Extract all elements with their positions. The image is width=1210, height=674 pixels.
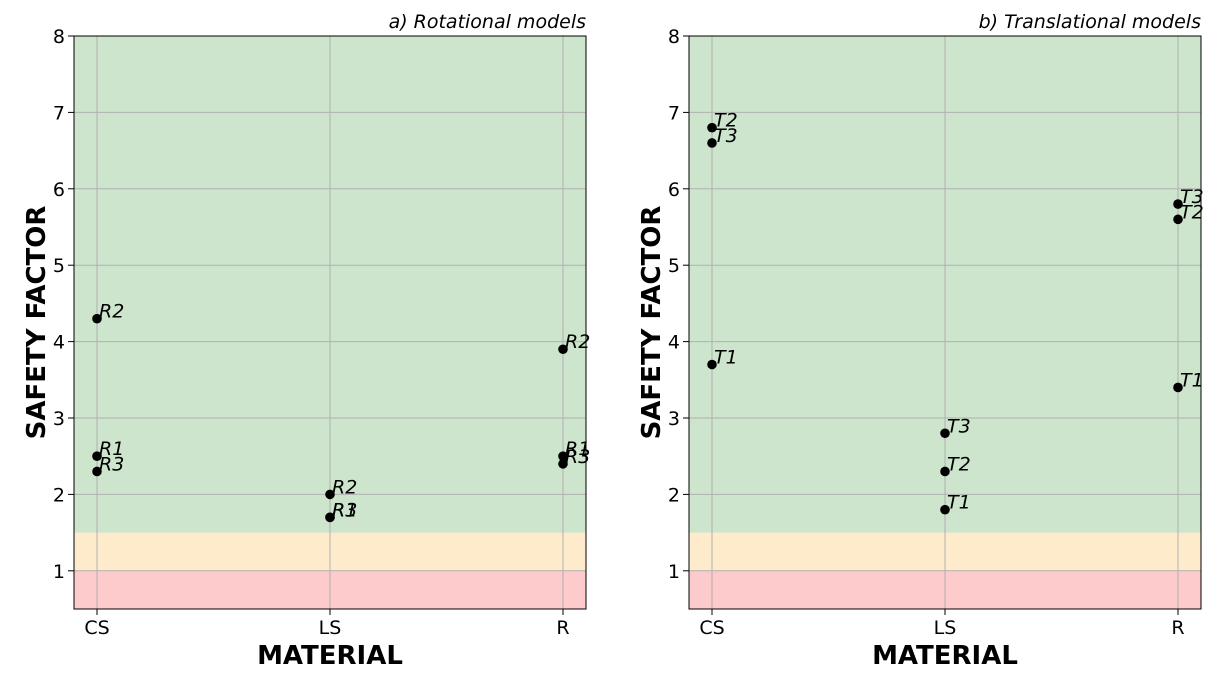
data-point-cs-t1 bbox=[707, 359, 717, 370]
data-point-ls-r3 bbox=[325, 512, 335, 523]
data-point-cs-t2 bbox=[707, 122, 717, 133]
x-tick-label-2: R bbox=[556, 617, 569, 639]
panel-title: b) Translational models bbox=[979, 11, 1201, 33]
y-tick-label-5: 6 bbox=[53, 179, 65, 201]
point-label-r-r1: R1 bbox=[565, 438, 590, 460]
x-tick-label-0: CS bbox=[84, 617, 109, 639]
y-tick-label-7: 8 bbox=[53, 26, 65, 48]
data-point-ls-t3 bbox=[940, 428, 950, 439]
y-tick-label-0: 1 bbox=[53, 561, 65, 583]
y-tick-label-2: 3 bbox=[53, 408, 65, 430]
point-label-cs-r3: R3 bbox=[99, 453, 124, 475]
y-tick-label-2: 3 bbox=[668, 408, 680, 430]
point-label-r-t1: T1 bbox=[1180, 369, 1204, 391]
data-point-cs-r2 bbox=[92, 313, 102, 324]
panel-title: a) Rotational models bbox=[389, 11, 587, 33]
y-tick-label-0: 1 bbox=[668, 561, 680, 583]
point-label-cs-r1: R1 bbox=[99, 438, 124, 460]
point-label-ls-t1: T1 bbox=[947, 492, 971, 514]
point-label-cs-t3: T3 bbox=[714, 125, 738, 147]
point-label-ls-t3: T3 bbox=[947, 415, 971, 437]
point-label-ls-t2: T2 bbox=[947, 453, 971, 475]
x-axis-title: MATERIAL bbox=[257, 641, 403, 671]
point-label-r-t3: T3 bbox=[1180, 186, 1204, 208]
x-tick-label-1: LS bbox=[319, 617, 342, 639]
data-point-r-t2 bbox=[1173, 214, 1183, 225]
y-axis-title: SAFETY FACTOR bbox=[22, 206, 52, 440]
point-label-r-r3: R3 bbox=[565, 446, 590, 468]
data-point-cs-t3 bbox=[707, 138, 717, 148]
y-tick-label-4: 5 bbox=[53, 255, 65, 277]
point-label-ls-r3: R3 bbox=[332, 499, 357, 521]
panel-rotational-models: 1 2 3 4 5 6 7 8 CS LS R MATERIAL SAFETY FACTOR a) Rot… bbox=[22, 11, 590, 671]
point-label-ls-r2: R2 bbox=[332, 476, 357, 498]
y-tick-label-1: 2 bbox=[53, 484, 65, 506]
data-point-r-r2 bbox=[558, 344, 568, 355]
y-tick-label-7: 8 bbox=[668, 26, 680, 48]
panel-translational-models: 1 2 3 4 5 6 7 8 CS LS R MATERIAL SAFETY FACTOR b) Tra… bbox=[637, 11, 1204, 671]
data-point-cs-r3 bbox=[92, 466, 102, 477]
x-tick-label-2: R bbox=[1171, 617, 1184, 639]
point-label-ls-r1: R1 bbox=[332, 499, 357, 521]
data-point-ls-r2 bbox=[325, 489, 335, 500]
data-point-r-t3 bbox=[1173, 199, 1183, 209]
data-point-r-r3 bbox=[558, 459, 568, 469]
x-tick-label-0: CS bbox=[699, 617, 724, 639]
y-tick-label-3: 4 bbox=[668, 332, 680, 354]
y-tick-label-3: 4 bbox=[53, 332, 65, 354]
data-point-cs-r1 bbox=[92, 451, 102, 462]
data-point-r-r1 bbox=[558, 451, 568, 462]
y-axis-title: SAFETY FACTOR bbox=[637, 206, 667, 440]
point-label-r-r2: R2 bbox=[565, 331, 590, 353]
point-label-r-t2: T2 bbox=[1180, 201, 1204, 223]
point-label-cs-r2: R2 bbox=[99, 301, 124, 323]
y-tick-label-5: 6 bbox=[668, 179, 680, 201]
data-point-ls-t2 bbox=[940, 466, 950, 477]
y-tick-label-1: 2 bbox=[668, 484, 680, 506]
data-point-r-t1 bbox=[1173, 382, 1183, 393]
x-axis-title: MATERIAL bbox=[872, 641, 1018, 671]
point-label-cs-t1: T1 bbox=[714, 347, 738, 369]
data-point-ls-t1 bbox=[940, 504, 950, 515]
y-tick-label-6: 7 bbox=[53, 102, 65, 124]
x-tick-label-1: LS bbox=[934, 617, 957, 639]
y-tick-label-4: 5 bbox=[668, 255, 680, 277]
point-label-cs-t2: T2 bbox=[714, 110, 738, 132]
y-tick-label-6: 7 bbox=[668, 102, 680, 124]
